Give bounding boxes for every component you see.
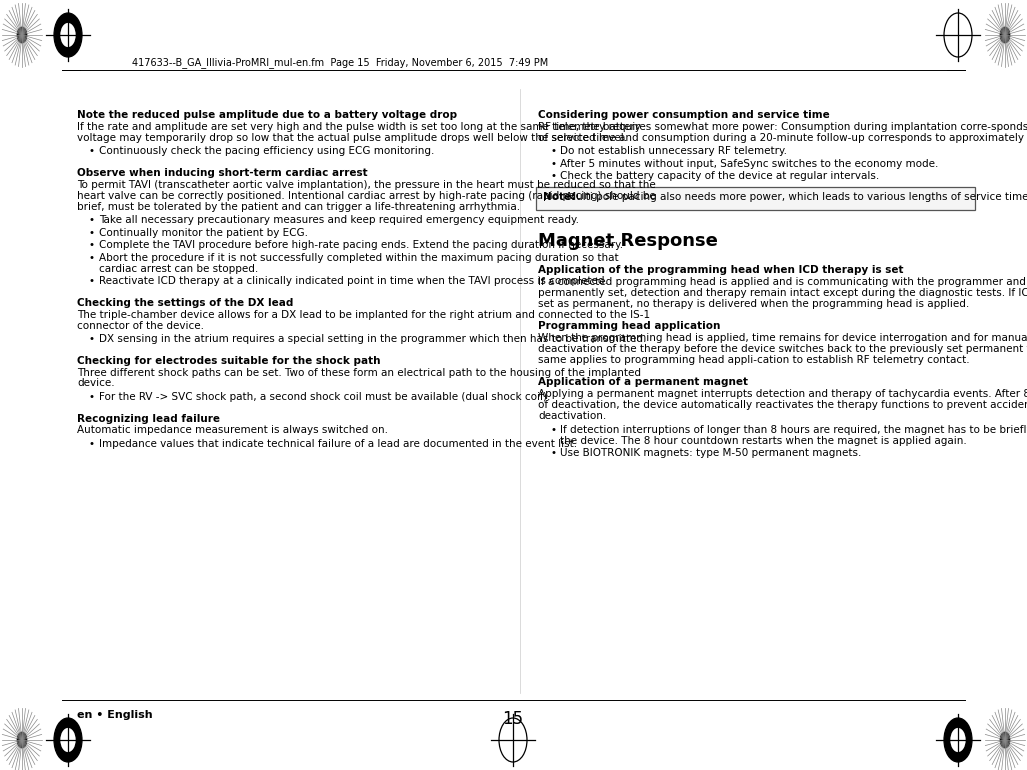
Text: DX sensing in the atrium requires a special setting in the programmer which then: DX sensing in the atrium requires a spec…: [99, 334, 646, 344]
Text: Checking the settings of the DX lead: Checking the settings of the DX lead: [77, 298, 294, 308]
Ellipse shape: [944, 718, 972, 762]
Text: Application of a permanent magnet: Application of a permanent magnet: [538, 377, 748, 387]
FancyBboxPatch shape: [536, 187, 975, 210]
Text: If detection interruptions of longer than 8 hours are required, the magnet has t: If detection interruptions of longer tha…: [560, 424, 1027, 434]
Ellipse shape: [1000, 27, 1010, 43]
Ellipse shape: [54, 718, 82, 762]
Text: Complete the TAVI procedure before high-rate pacing ends. Extend the pacing dura: Complete the TAVI procedure before high-…: [99, 240, 623, 250]
Text: •: •: [89, 439, 96, 449]
Text: Application of the programming head when ICD therapy is set: Application of the programming head when…: [538, 265, 904, 275]
Text: Note:: Note:: [543, 192, 575, 203]
Text: en • English: en • English: [77, 710, 153, 720]
Text: of service time and consumption during a 20-minute follow-up corresponds to appr: of service time and consumption during a…: [538, 132, 1027, 142]
Text: When the programming head is applied, time remains for device interrogation and : When the programming head is applied, ti…: [538, 333, 1027, 343]
Text: brief, must be tolerated by the patient and can trigger a life-threatening arrhy: brief, must be tolerated by the patient …: [77, 202, 520, 212]
Text: Automatic impedance measurement is always switched on.: Automatic impedance measurement is alway…: [77, 426, 388, 436]
Text: Multi pole pacing also needs more power, which leads to various lengths of servi: Multi pole pacing also needs more power,…: [564, 192, 1027, 203]
Text: •: •: [89, 146, 96, 156]
Text: After 5 minutes without input, SafeSync switches to the economy mode.: After 5 minutes without input, SafeSync …: [560, 159, 939, 169]
Text: Do not establish unnecessary RF telemetry.: Do not establish unnecessary RF telemetr…: [560, 146, 787, 156]
Text: permanently set, detection and therapy remain intact except during the diagnosti: permanently set, detection and therapy r…: [538, 288, 1027, 298]
Text: To permit TAVI (transcatheter aortic valve implantation), the pressure in the he: To permit TAVI (transcatheter aortic val…: [77, 179, 656, 189]
Text: Continuously check the pacing efficiency using ECG monitoring.: Continuously check the pacing efficiency…: [99, 146, 434, 156]
Text: Reactivate ICD therapy at a clinically indicated point in time when the TAVI pro: Reactivate ICD therapy at a clinically i…: [99, 276, 608, 286]
Text: Take all necessary precautionary measures and keep required emergency equipment : Take all necessary precautionary measure…: [99, 215, 579, 225]
Text: Note the reduced pulse amplitude due to a battery voltage drop: Note the reduced pulse amplitude due to …: [77, 110, 457, 120]
Text: Programming head application: Programming head application: [538, 321, 720, 331]
Text: deactivation of the therapy before the device switches back to the previously se: deactivation of the therapy before the d…: [538, 344, 1027, 354]
Text: 417633--B_GA_IIlivia-ProMRI_mul-en.fm  Page 15  Friday, November 6, 2015  7:49 P: 417633--B_GA_IIlivia-ProMRI_mul-en.fm Pa…: [132, 57, 548, 68]
Ellipse shape: [61, 23, 76, 47]
Text: Magnet Response: Magnet Response: [538, 232, 718, 250]
Text: Observe when inducing short-term cardiac arrest: Observe when inducing short-term cardiac…: [77, 168, 368, 178]
Text: •: •: [89, 276, 96, 286]
Text: •: •: [550, 448, 556, 458]
Text: Impedance values that indicate technical failure of a lead are documented in the: Impedance values that indicate technical…: [99, 439, 577, 449]
Text: Abort the procedure if it is not successfully completed within the maximum pacin: Abort the procedure if it is not success…: [99, 253, 618, 263]
Text: •: •: [89, 228, 96, 238]
Text: of deactivation, the device automatically reactivates the therapy functions to p: of deactivation, the device automaticall…: [538, 400, 1027, 410]
Text: the device. The 8 hour countdown restarts when the magnet is applied again.: the device. The 8 hour countdown restart…: [560, 436, 966, 446]
Text: The triple-chamber device allows for a DX lead to be implanted for the right atr: The triple-chamber device allows for a D…: [77, 310, 650, 320]
Text: RF telemetry requires somewhat more power: Consumption during implantation corre: RF telemetry requires somewhat more powe…: [538, 122, 1027, 132]
Text: •: •: [89, 392, 96, 402]
Text: For the RV -> SVC shock path, a second shock coil must be available (dual shock : For the RV -> SVC shock path, a second s…: [99, 392, 550, 402]
Ellipse shape: [1000, 732, 1010, 748]
Text: •: •: [550, 172, 556, 182]
Text: Check the battery capacity of the device at regular intervals.: Check the battery capacity of the device…: [560, 172, 879, 182]
Text: •: •: [550, 146, 556, 156]
Text: 15: 15: [502, 710, 524, 728]
Text: same applies to programming head appli-cation to establish RF telemetry contact.: same applies to programming head appli-c…: [538, 355, 969, 365]
Text: If a connected programming head is applied and is communicating with the program: If a connected programming head is appli…: [538, 277, 1027, 287]
Text: •: •: [550, 159, 556, 169]
Text: Continually monitor the patient by ECG.: Continually monitor the patient by ECG.: [99, 228, 308, 238]
Text: connector of the device.: connector of the device.: [77, 320, 204, 330]
Text: Considering power consumption and service time: Considering power consumption and servic…: [538, 110, 830, 120]
Text: set as permanent, no therapy is delivered when the programming head is applied.: set as permanent, no therapy is delivere…: [538, 299, 969, 309]
Ellipse shape: [950, 728, 965, 752]
Text: Checking for electrodes suitable for the shock path: Checking for electrodes suitable for the…: [77, 356, 380, 366]
Text: device.: device.: [77, 379, 115, 388]
Text: •: •: [89, 334, 96, 344]
Ellipse shape: [17, 732, 27, 748]
Ellipse shape: [61, 728, 76, 752]
Text: Use BIOTRONIK magnets: type M-50 permanent magnets.: Use BIOTRONIK magnets: type M-50 permane…: [560, 448, 862, 458]
Ellipse shape: [54, 13, 82, 57]
Text: •: •: [89, 215, 96, 225]
Text: cardiac arrest can be stopped.: cardiac arrest can be stopped.: [99, 263, 258, 273]
Text: •: •: [89, 253, 96, 263]
Text: •: •: [550, 424, 556, 434]
Text: •: •: [89, 240, 96, 250]
Text: heart valve can be correctly positioned. Intentional cardiac arrest by high-rate: heart valve can be correctly positioned.…: [77, 191, 656, 201]
Ellipse shape: [17, 27, 27, 43]
Text: Three different shock paths can be set. Two of these form an electrical path to : Three different shock paths can be set. …: [77, 367, 641, 377]
Text: If the rate and amplitude are set very high and the pulse width is set too long : If the rate and amplitude are set very h…: [77, 122, 641, 132]
Text: deactivation.: deactivation.: [538, 411, 606, 421]
Text: Applying a permanent magnet interrupts detection and therapy of tachycardia even: Applying a permanent magnet interrupts d…: [538, 390, 1027, 400]
Text: Recognizing lead failure: Recognizing lead failure: [77, 413, 220, 424]
Text: voltage may temporarily drop so low that the actual pulse amplitude drops well b: voltage may temporarily drop so low that…: [77, 132, 627, 142]
